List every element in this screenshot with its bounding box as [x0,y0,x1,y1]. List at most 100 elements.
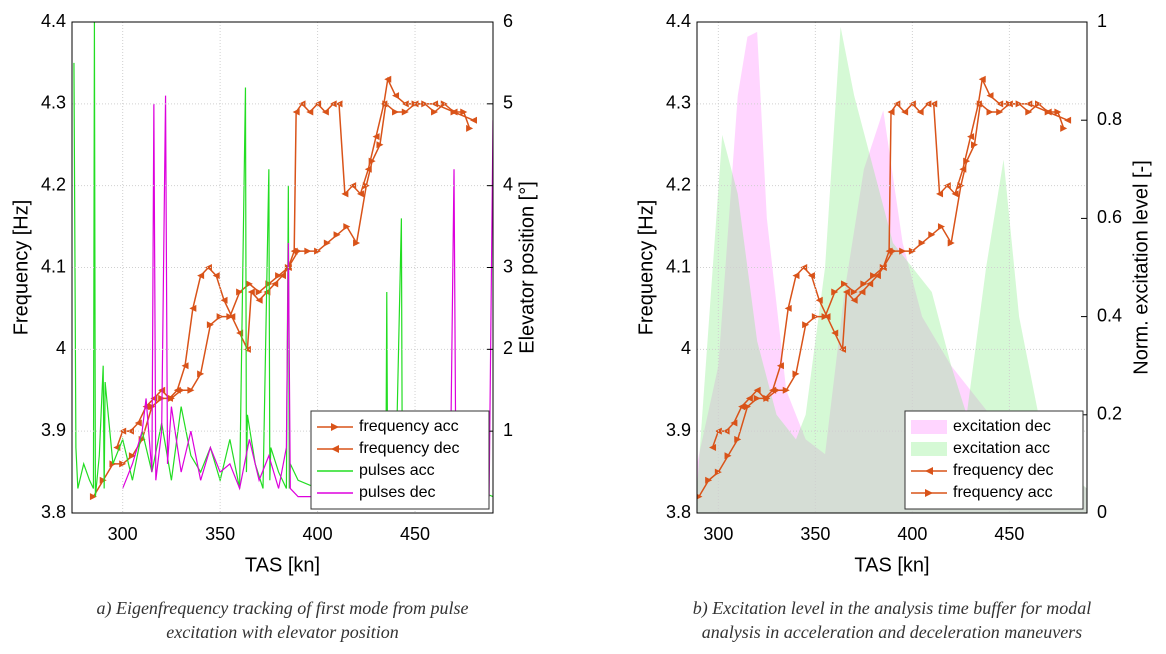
marker [730,419,738,427]
marker [165,394,173,402]
marker [1064,116,1072,124]
y-tick-label: 4.2 [666,174,691,194]
legend-label: excitation dec [953,418,1051,435]
marker [1015,100,1023,108]
y2-tick-label: 0.6 [1097,207,1122,227]
marker [181,362,189,370]
marker [947,239,955,247]
marker [271,280,279,288]
legend-swatch [911,420,947,434]
y-tick-label: 3.9 [41,420,66,440]
marker [189,304,197,312]
y-tick-label: 4.3 [41,93,66,113]
marker [1025,100,1033,108]
marker [466,124,474,132]
marker [815,296,823,304]
y2-tick-label: 1 [1097,11,1107,31]
marker [986,108,994,116]
y-tick-label: 3.9 [666,420,691,440]
marker [372,133,380,141]
y-axis-label: Frequency [Hz] [10,200,32,336]
x-tick-label: 400 [897,524,927,544]
legend-marker [925,489,933,497]
y-tick-label: 4.4 [41,11,66,31]
x-axis-label: TAS [kn] [245,554,320,576]
axes-frame [71,21,494,514]
legend-label: frequency dec [953,462,1054,479]
marker [893,100,901,108]
marker [236,288,244,296]
marker [212,272,220,280]
marker [275,272,283,280]
marker [247,288,255,296]
marker [831,288,839,296]
marker [930,100,938,108]
marker [996,100,1004,108]
marker [341,190,349,198]
marker [705,476,713,484]
marker [916,108,924,116]
marker [431,100,439,108]
marker [197,272,205,280]
marker [976,100,984,108]
marker [697,493,703,500]
y2-tick-label: 5 [503,93,513,113]
marker [807,272,815,280]
area [697,26,1087,513]
caption: b) Excitation level in the analysis time… [693,598,1091,619]
marker [298,100,306,108]
marker [850,288,858,296]
marker [343,223,351,231]
y-tick-label: 4.1 [41,256,66,276]
y2-tick-label: 1 [503,420,513,440]
marker [392,108,400,116]
marker [996,108,1004,116]
marker [870,272,878,280]
marker [970,141,978,149]
y-tick-label: 3.8 [666,502,691,522]
marker [743,403,751,411]
marker [773,386,781,394]
marker [220,296,228,304]
marker [431,108,439,116]
y2-tick-label: 0.2 [1097,404,1122,424]
marker [936,190,944,198]
marker [173,386,181,394]
marker [924,100,932,108]
legend-label: excitation acc [953,440,1050,457]
marker [243,345,251,353]
marker [1025,108,1033,116]
legend-label: frequency acc [953,484,1053,501]
marker [470,116,478,124]
x-tick-label: 300 [108,524,138,544]
marker [986,92,994,100]
legend-marker [331,445,339,453]
marker [304,247,312,255]
marker [99,476,107,484]
marker [753,394,761,402]
legend-label: pulses dec [359,484,436,501]
marker [792,370,800,378]
marker [831,329,839,337]
marker [450,108,458,116]
marker [290,247,298,255]
y-tick-label: 3.8 [41,502,66,522]
y2-tick-label: 0 [1097,502,1107,522]
marker [722,427,730,435]
y-tick-label: 4 [56,338,66,358]
marker [782,386,790,394]
marker [126,427,134,435]
line [116,76,474,448]
marker [333,231,341,239]
marker [1054,108,1062,116]
y-tick-label: 4.4 [666,11,691,31]
marker [858,288,866,296]
y-tick-label: 4.2 [41,174,66,194]
marker [866,280,874,288]
marker [1034,100,1042,108]
legend-marker [925,467,933,475]
marker [376,141,384,149]
marker [89,493,97,501]
line [122,95,493,498]
